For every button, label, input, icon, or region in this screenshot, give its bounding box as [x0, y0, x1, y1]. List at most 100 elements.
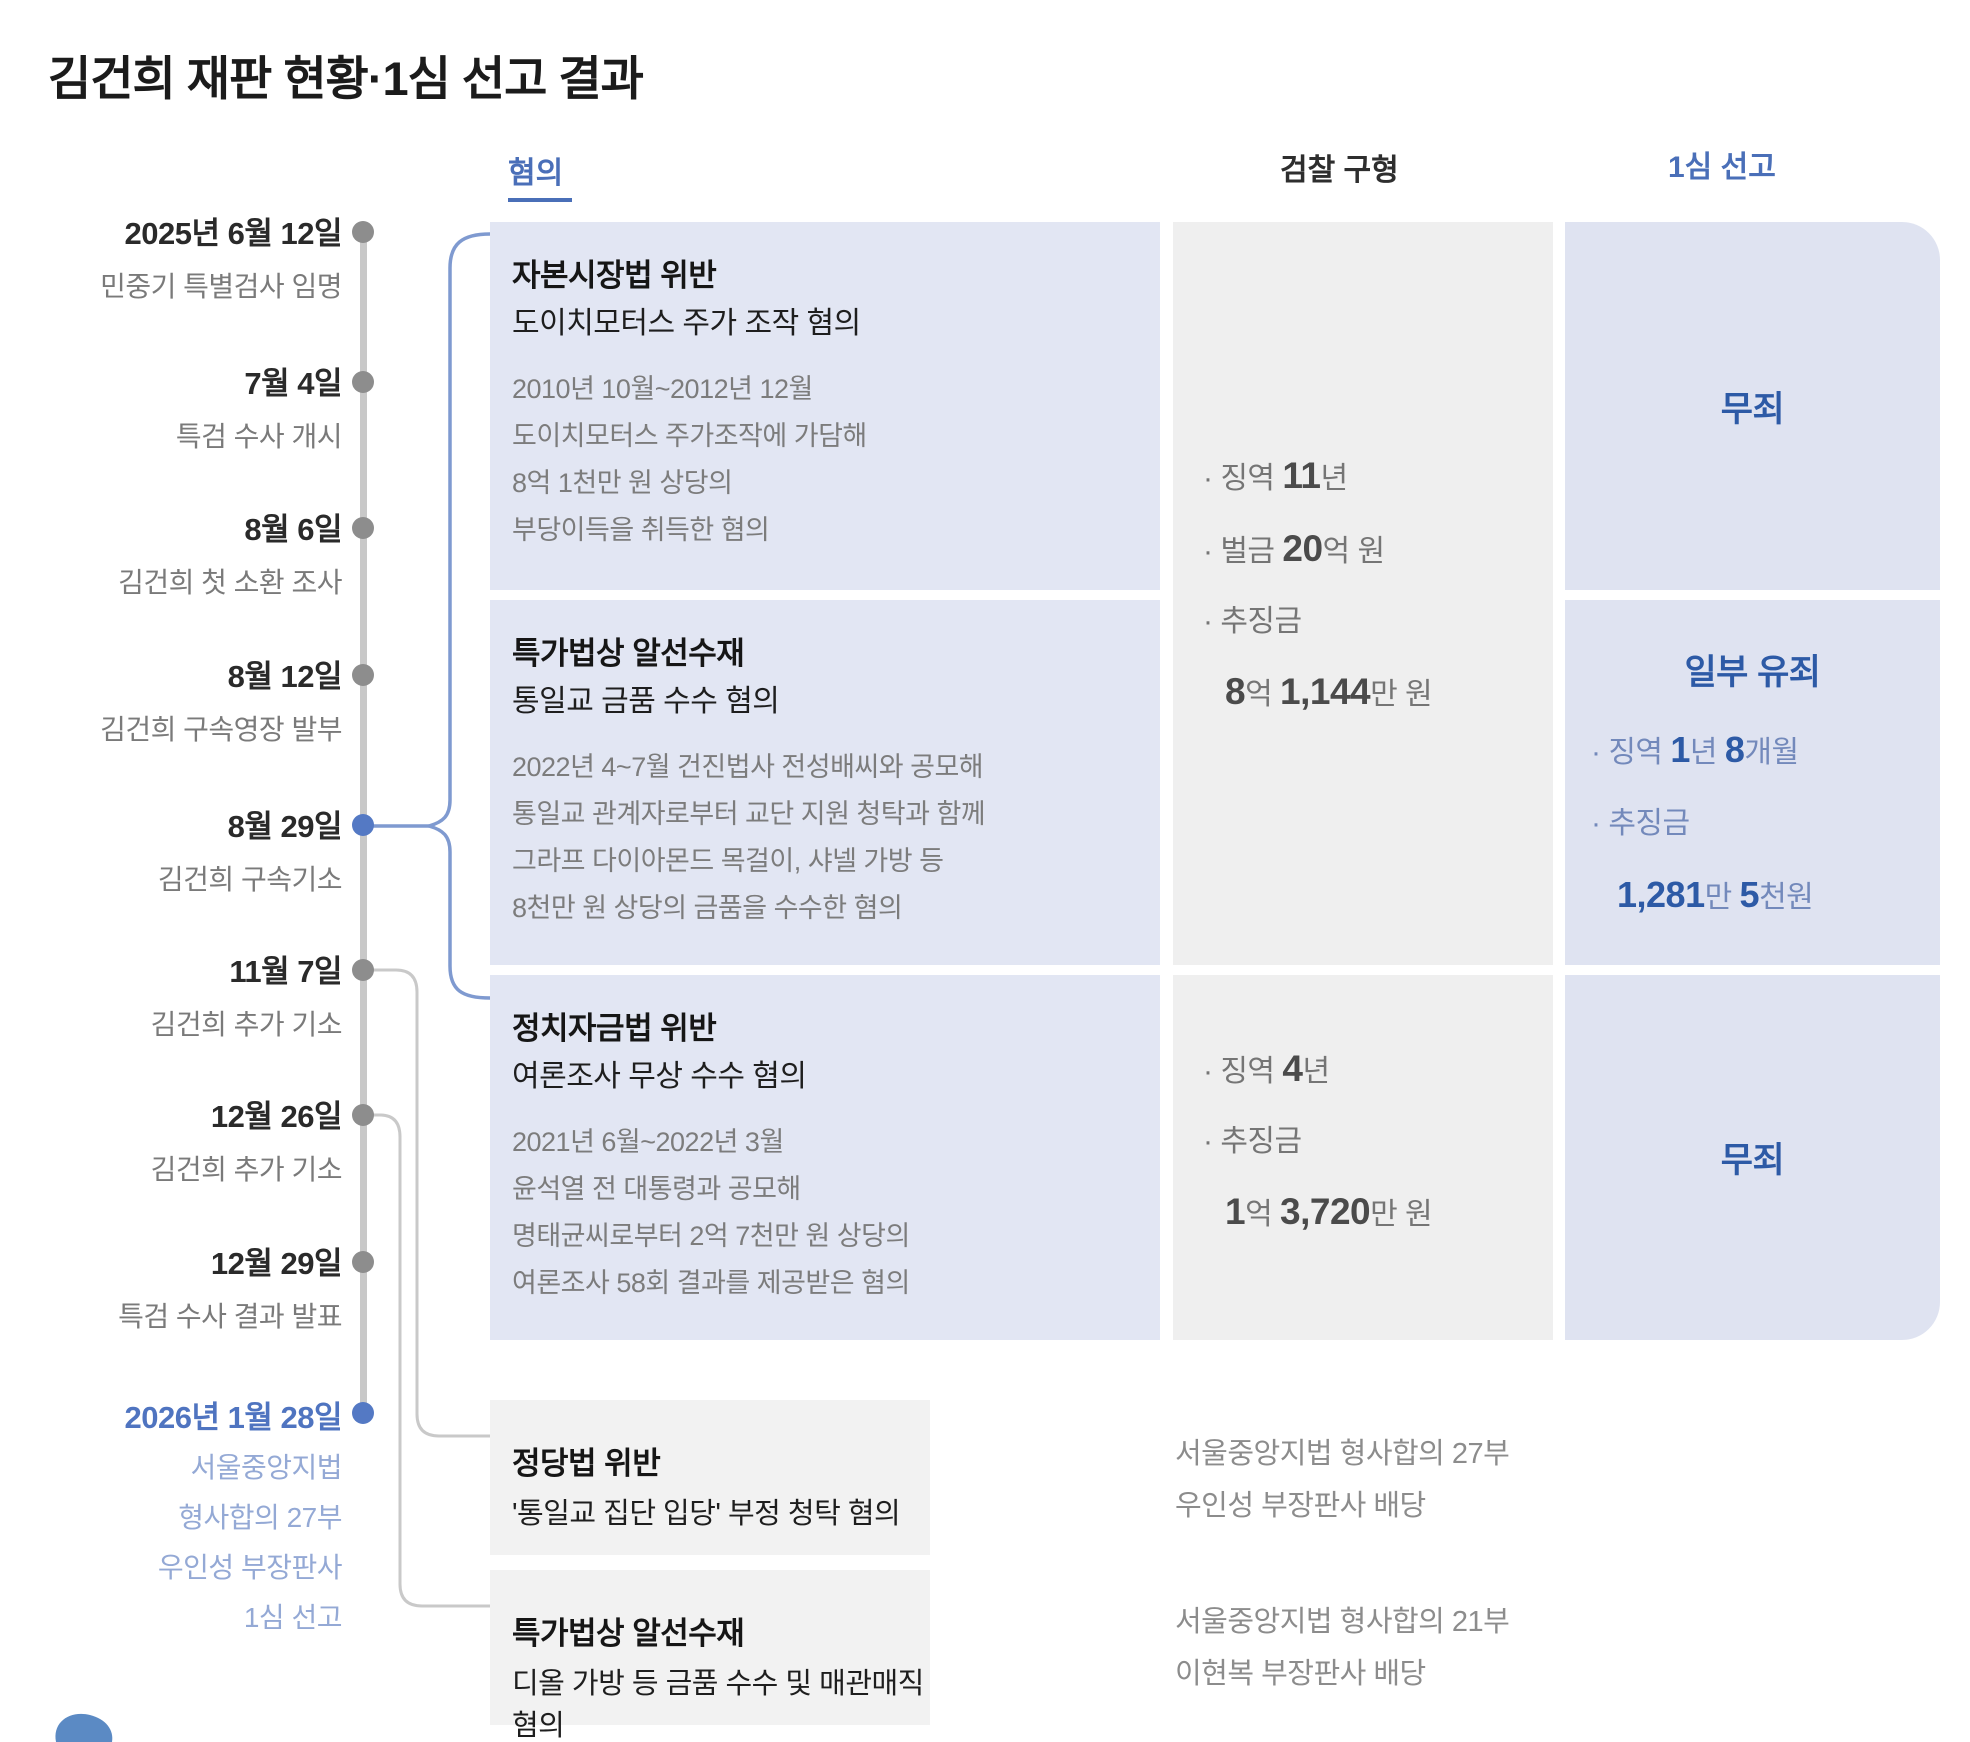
prosecution-demand-line: · 추징금 — [1203, 605, 1302, 638]
charge-details: 2022년 4~7월 건진법사 전성배씨와 공모해 통일교 관계자로부터 교단 … — [512, 744, 986, 932]
timeline-entry-1: 2025년 6월 12일 민중기 특별검사 임명 — [32, 208, 342, 305]
charge-detail-line: 그라프 다이아몬드 목걸이, 샤넬 가방 등 — [512, 846, 944, 876]
timeline-date: 7월 4일 — [244, 366, 342, 401]
timeline-desc-line: 1심 선고 — [243, 1602, 343, 1633]
prosecution-demand-line: 8억 1,144만 원 — [1225, 671, 1433, 712]
timeline-dot-6 — [352, 959, 374, 981]
timeline-entry-2: 7월 4일 특검 수사 개시 — [32, 358, 343, 455]
charge-title: 정치자금법 위반 — [512, 1011, 717, 1046]
prosecution-demand-line: · 징역 11년 — [1203, 455, 1348, 496]
charge-card-political-funds: 정치자금법 위반 여론조사 무상 수수 혐의 2021년 6월~2022년 3월… — [490, 975, 1160, 1340]
charge-card-brokerage-unification-church: 특가법상 알선수재 통일교 금품 수수 혐의 2022년 4~7월 건진법사 전… — [490, 600, 1160, 965]
charge-subtitle: '통일교 집단 입당' 부정 청탁 혐의 — [512, 1498, 901, 1530]
charge-subtitle: 여론조사 무상 수수 혐의 — [512, 1060, 807, 1093]
verdict-detail-line: · 징역 1년 8개월 — [1591, 729, 1799, 770]
timeline-entry-5: 8월 29일 김건희 구속기소 — [32, 801, 343, 898]
charge-details: 2021년 6월~2022년 3월 윤석열 전 대통령과 공모해 명태균씨로부터… — [512, 1119, 910, 1307]
timeline-desc-line: 우인성 부장판사 — [157, 1552, 343, 1583]
timeline-date: 8월 12일 — [227, 659, 343, 694]
timeline-entry-8: 12월 29일 특검 수사 결과 발표 — [32, 1238, 342, 1335]
charge-detail-line: 통일교 관계자로부터 교단 지원 청탁과 함께 — [512, 799, 986, 829]
timeline-date: 2026년 1월 28일 — [124, 1400, 343, 1435]
connector-nov7-to-party-law — [372, 968, 490, 1438]
timeline-desc: 민중기 특별검사 임명 — [100, 271, 342, 302]
timeline-desc: 김건희 구속영장 발부 — [100, 714, 342, 745]
verdict-detail-list: · 징역 1년 8개월 · 추징금 1,281만 5천원 — [1591, 728, 1934, 947]
prosecution-demand-list: · 징역 4년 · 추징금 1억 3,720만 원 — [1203, 1047, 1543, 1263]
charges-header-underline — [508, 198, 572, 202]
charge-detail-line: 윤석열 전 대통령과 공모해 — [512, 1174, 801, 1204]
charge-detail-line: 8천만 원 상당의 금품을 수수한 혐의 — [512, 893, 903, 923]
timeline-entry-9: 2026년 1월 28일 서울중앙지법 형사합의 27부 우인성 부장판사 1심… — [32, 1392, 343, 1637]
page-title: 김건희 재판 현황·1심 선고 결과 — [48, 52, 644, 105]
timeline-desc: 김건희 첫 소환 조사 — [118, 567, 342, 598]
charge-title: 특가법상 알선수재 — [512, 636, 745, 671]
timeline-dot-8 — [352, 1251, 374, 1273]
verdict-headline: 무죄 — [1720, 1141, 1785, 1180]
indictment-brace — [422, 232, 491, 1000]
charge-detail-line: 부당이득을 취득한 혐의 — [512, 515, 770, 545]
charge-title: 특가법상 알선수재 — [512, 1616, 745, 1651]
timeline-desc: 김건희 추가 기소 — [150, 1154, 343, 1185]
timeline-date: 8월 29일 — [227, 809, 343, 844]
timeline-desc: 특검 수사 개시 — [175, 421, 343, 452]
timeline-dot-9-verdict — [352, 1402, 374, 1424]
charge-detail-line: 도이치모터스 주가조작에 가담해 — [512, 421, 867, 451]
verdict-detail-line: · 추징금 — [1591, 807, 1690, 840]
charge-detail-line: 8억 1천만 원 상당의 — [512, 468, 733, 498]
prosecution-cell-2: · 징역 4년 · 추징금 1억 3,720만 원 — [1173, 975, 1553, 1340]
verdict-detail-line: 1,281만 5천원 — [1617, 874, 1814, 915]
verdict-headline: 무죄 — [1720, 389, 1785, 429]
timeline-desc: 김건희 구속기소 — [157, 864, 343, 895]
charge-detail-line: 명태균씨로부터 2억 7천만 원 상당의 — [512, 1221, 910, 1251]
prosecution-demand-list: · 징역 11년 · 벌금 20억 원 · 추징금 8억 1,144만 원 — [1203, 454, 1543, 743]
timeline-dot-7 — [352, 1104, 374, 1126]
timeline-dot-1 — [352, 221, 374, 243]
extra-charge-card-party-law: 정당법 위반 '통일교 집단 입당' 부정 청탁 혐의 — [490, 1400, 930, 1555]
court-assignment: 서울중앙지법 형사합의 21부 이현복 부장판사 배당 — [1175, 1596, 1735, 1700]
timeline-desc: 특검 수사 결과 발표 — [118, 1301, 342, 1332]
charge-subtitle: 통일교 금품 수수 혐의 — [512, 685, 780, 718]
column-header-charges: 혐의 — [508, 157, 564, 190]
court-assignment-line: 우인성 부장판사 배당 — [1175, 1490, 1426, 1522]
timeline-date: 8월 6일 — [244, 512, 342, 547]
column-header-verdict: 1심 선고 — [1668, 151, 1776, 184]
publisher-logo-icon — [55, 1713, 113, 1742]
timeline-date: 2025년 6월 12일 — [124, 216, 343, 251]
timeline-desc-line: 형사합의 27부 — [178, 1502, 342, 1533]
charge-subtitle: 디올 가방 등 금품 수수 및 매관매직 혐의 — [512, 1668, 924, 1742]
charge-detail-line: 2022년 4~7월 건진법사 전성배씨와 공모해 — [512, 752, 984, 782]
prosecution-demand-line: · 벌금 20억 원 — [1203, 528, 1385, 569]
charge-subtitle: 도이치모터스 주가 조작 혐의 — [512, 307, 861, 340]
prosecution-demand-line: · 징역 4년 — [1203, 1048, 1330, 1089]
column-header-prosecution: 검찰 구형 — [1280, 154, 1399, 187]
timeline-dot-5-indictment — [352, 814, 374, 836]
timeline-entry-4: 8월 12일 김건희 구속영장 발부 — [32, 651, 342, 748]
timeline-desc: 김건희 추가 기소 — [150, 1009, 343, 1040]
charge-title: 자본시장법 위반 — [512, 258, 717, 293]
prosecution-cell-1: · 징역 11년 · 벌금 20억 원 · 추징금 8억 1,144만 원 — [1173, 222, 1553, 965]
timeline-date: 12월 26일 — [210, 1099, 343, 1134]
timeline-dot-3 — [352, 517, 374, 539]
court-assignment-line: 서울중앙지법 형사합의 27부 — [1175, 1438, 1510, 1470]
court-assignment: 서울중앙지법 형사합의 27부 우인성 부장판사 배당 — [1175, 1428, 1735, 1532]
charge-detail-line: 여론조사 58회 결과를 제공받은 혐의 — [512, 1268, 910, 1298]
timeline-date: 11월 7일 — [229, 954, 342, 989]
court-assignment-line: 이현복 부장판사 배당 — [1175, 1658, 1426, 1690]
charge-card-capital-markets: 자본시장법 위반 도이치모터스 주가 조작 혐의 2010년 10월~2012년… — [490, 222, 1160, 590]
verdict-headline: 일부 유죄 — [1684, 653, 1821, 692]
timeline-date: 12월 29일 — [210, 1246, 343, 1281]
timeline-entry-6: 11월 7일 김건희 추가 기소 — [32, 946, 343, 1043]
verdict-cell-1: 무죄 — [1565, 222, 1940, 590]
timeline-entry-7: 12월 26일 김건희 추가 기소 — [32, 1091, 343, 1188]
charge-detail-line: 2010년 10월~2012년 12월 — [512, 374, 813, 404]
prosecution-demand-line: 1억 3,720만 원 — [1225, 1191, 1433, 1232]
charge-title: 정당법 위반 — [512, 1446, 661, 1481]
timeline-dot-4 — [352, 664, 374, 686]
charge-details: 2010년 10월~2012년 12월 도이치모터스 주가조작에 가담해 8억 … — [512, 366, 867, 554]
timeline-desc-line: 서울중앙지법 — [190, 1452, 342, 1483]
timeline-entry-3: 8월 6일 김건희 첫 소환 조사 — [32, 504, 342, 601]
connector-dec26-to-dior — [372, 1113, 490, 1608]
court-assignment-line: 서울중앙지법 형사합의 21부 — [1175, 1606, 1510, 1638]
